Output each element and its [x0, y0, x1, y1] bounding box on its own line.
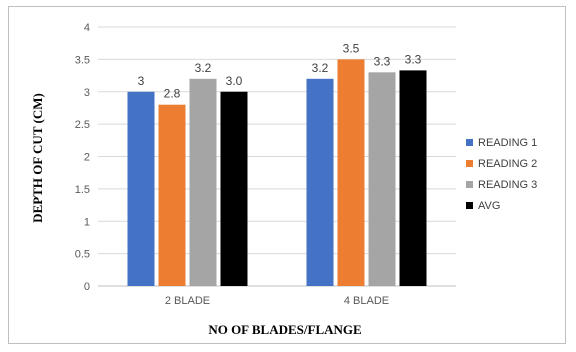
- y-axis-title: DEPTH OF CUT (CM): [30, 93, 45, 223]
- gridlines: [98, 26, 456, 287]
- data-label: 3.3: [405, 52, 422, 66]
- chart-frame: [8, 6, 566, 344]
- x-axis-ticks: 2 BLADE 4 BLADE: [165, 295, 389, 307]
- bar: [337, 59, 365, 286]
- x-tick-label: 2 BLADE: [165, 295, 210, 307]
- bar: [127, 91, 155, 286]
- data-label: 3: [138, 74, 145, 88]
- data-label: 3.5: [343, 41, 360, 55]
- bar: [306, 78, 334, 286]
- y-tick-label: 3: [84, 87, 90, 99]
- legend-label: READING 1: [478, 137, 537, 149]
- legend: READING 1 READING 2 READING 3 AVG: [466, 137, 537, 212]
- bar: [399, 70, 427, 286]
- data-label: 3.2: [312, 61, 329, 75]
- data-labels: 3 2.8 3.2 3.0 3.2 3.5 3.3 3.3: [138, 41, 422, 100]
- y-tick-label: 4: [84, 22, 90, 34]
- x-tick-label: 4 BLADE: [344, 295, 389, 307]
- data-label: 3.3: [374, 54, 391, 68]
- y-tick-label: 0: [84, 281, 90, 293]
- bars: [127, 59, 427, 286]
- y-tick-label: 2.5: [75, 119, 90, 131]
- bar: [220, 91, 248, 286]
- bar: [189, 78, 217, 286]
- legend-label: READING 3: [478, 179, 537, 191]
- legend-swatch: [466, 139, 473, 146]
- x-axis-title: NO OF BLADES/FLANGE: [208, 322, 361, 337]
- data-label: 3.2: [195, 61, 212, 75]
- data-label: 2.8: [164, 87, 181, 101]
- y-tick-label: 1: [84, 216, 90, 228]
- legend-swatch: [466, 160, 473, 167]
- bar: [158, 104, 186, 286]
- y-tick-label: 1.5: [75, 184, 90, 196]
- y-axis-ticks: 0 0.5 1 1.5 2 2.5 3 3.5 4: [75, 22, 90, 293]
- y-tick-label: 2: [84, 152, 90, 164]
- legend-label: READING 2: [478, 158, 537, 170]
- y-tick-label: 3.5: [75, 54, 90, 66]
- legend-label: AVG: [478, 200, 500, 212]
- legend-swatch: [466, 181, 473, 188]
- data-label: 3.0: [226, 74, 243, 88]
- bar: [368, 72, 396, 286]
- legend-swatch: [466, 202, 473, 209]
- y-tick-label: 0.5: [75, 249, 90, 261]
